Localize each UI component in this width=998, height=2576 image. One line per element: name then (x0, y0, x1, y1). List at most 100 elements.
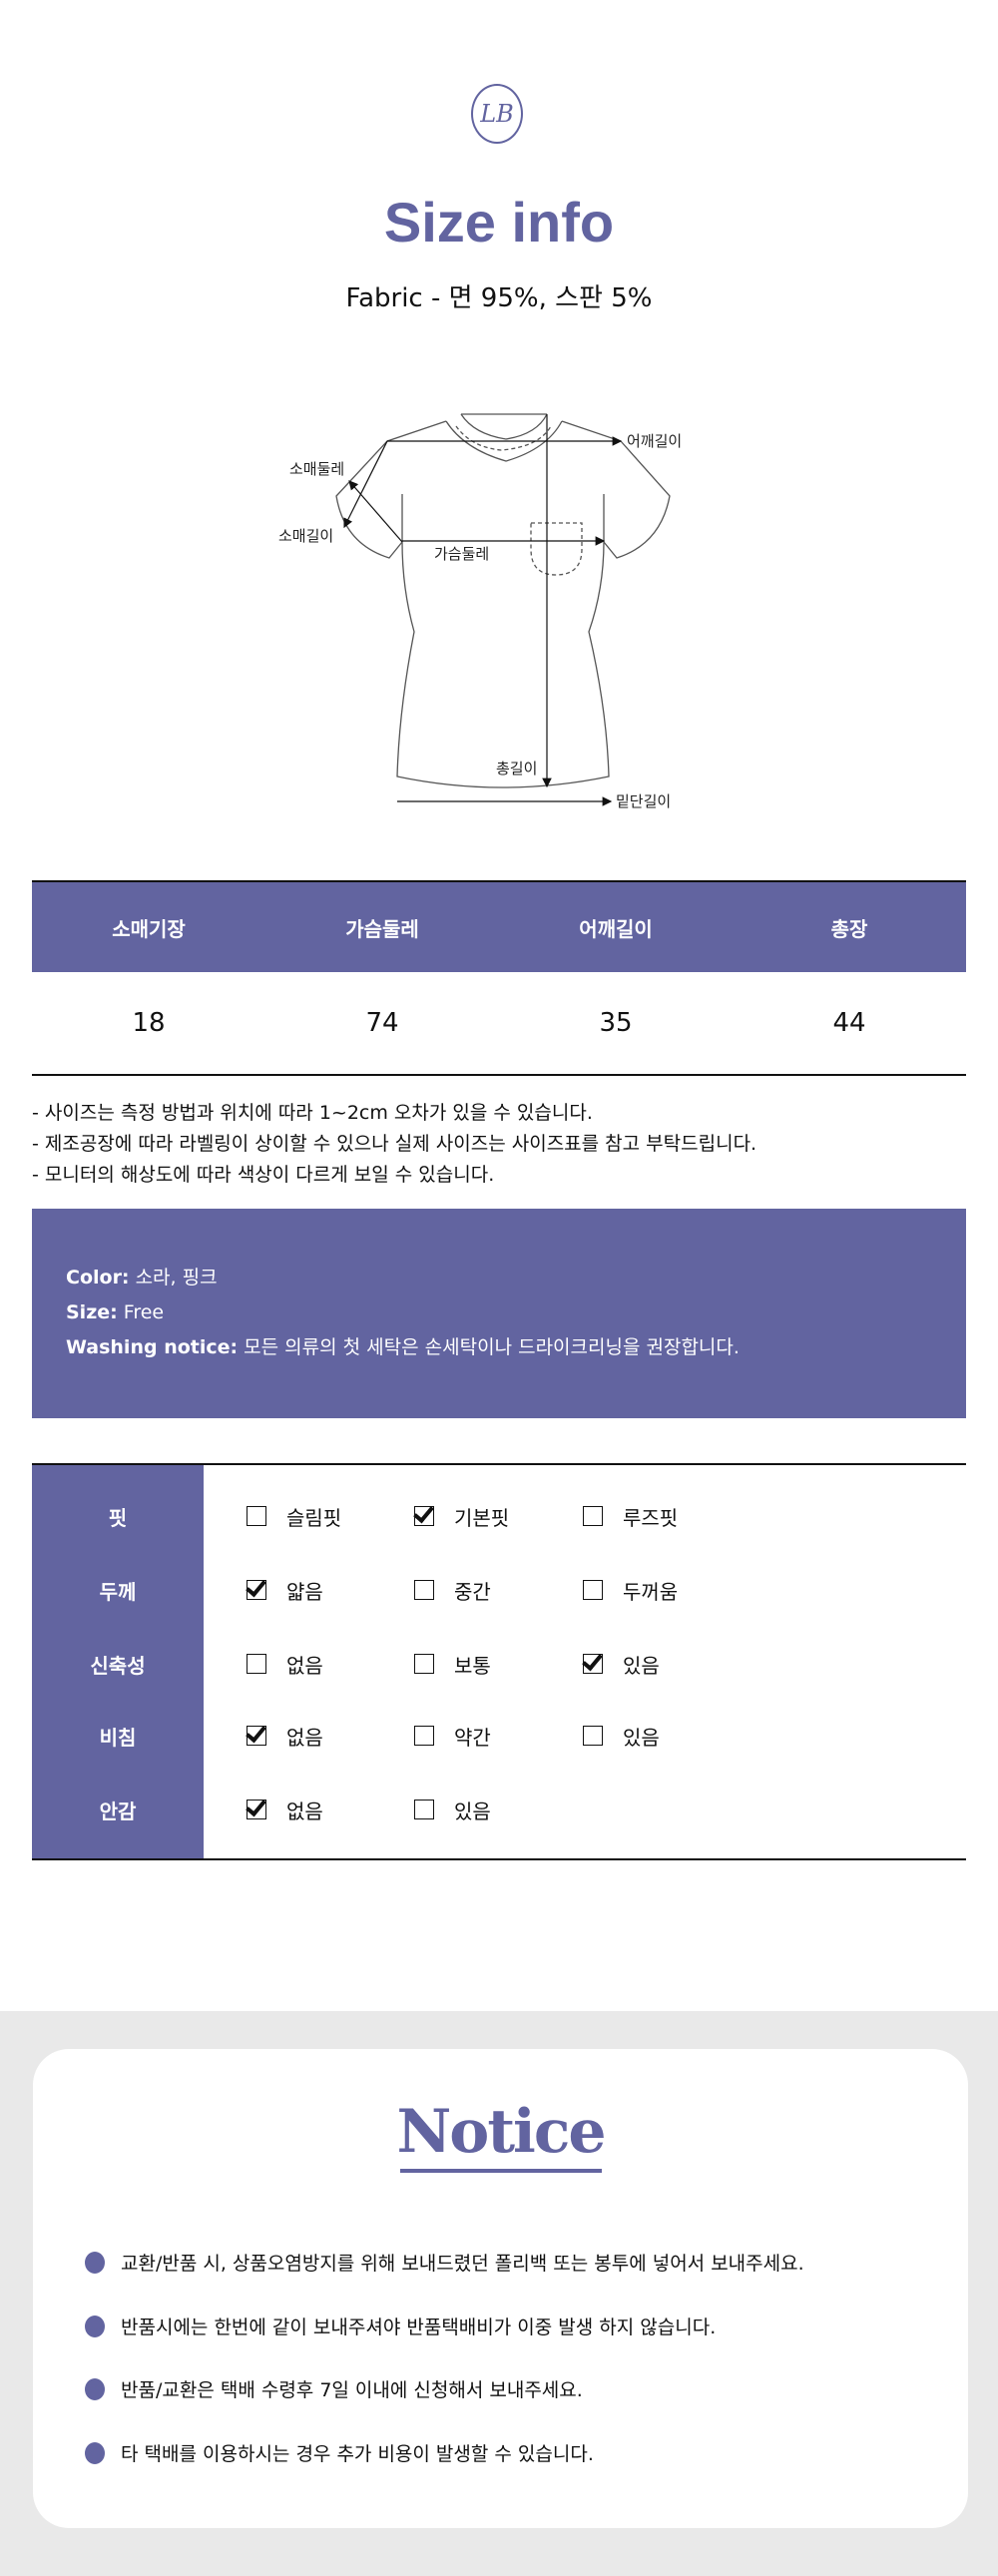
checkbox-icon[interactable] (583, 1580, 603, 1600)
checklist-row: 안감 없음 있음 (32, 1790, 966, 1829)
color-value: 소라, 핑크 (135, 1267, 218, 1288)
checkbox-icon[interactable] (583, 1506, 603, 1526)
bullet-icon (85, 2315, 105, 2337)
size-table-row: 18 74 35 44 (32, 972, 966, 1076)
checkbox-option[interactable]: 있음 (583, 1722, 660, 1751)
notice-underline (400, 2169, 602, 2173)
bullet-icon (85, 2251, 105, 2274)
notice-item: 반품/교환은 택배 수령후 7일 이내에 신청해서 보내주세요. (85, 2375, 583, 2402)
notice-card: Notice 교환/반품 시, 상품오염방지를 위해 보내드렸던 폴리백 또는 … (33, 2049, 968, 2528)
option-label: 얇음 (286, 1579, 323, 1604)
col-header: 소매기장 (112, 916, 186, 941)
option-label: 루즈핏 (623, 1505, 679, 1530)
checkbox-icon[interactable] (414, 1654, 434, 1674)
tshirt-size-diagram: 어깨길이 소매둘레 소매길이 가슴둘레 총길이 밑단길이 (278, 413, 682, 810)
option-label: 없음 (286, 1799, 323, 1823)
size-notes: - 사이즈는 측정 방법과 위치에 따라 1~2cm 오차가 있을 수 있습니다… (32, 1098, 756, 1191)
checkbox-icon[interactable] (583, 1726, 603, 1746)
checkbox-option[interactable]: 있음 (583, 1650, 660, 1679)
option-label: 없음 (286, 1653, 323, 1678)
option-label: 보통 (454, 1653, 491, 1678)
washing-value: 모든 의류의 첫 세탁은 손세탁이나 드라이크리닝을 권장합니다. (244, 1336, 740, 1358)
checkbox-checked-icon[interactable] (247, 1800, 266, 1819)
notice-item: 타 택배를 이용하시는 경우 추가 비용이 발생할 수 있습니다. (85, 2439, 594, 2466)
note: - 제조공장에 따라 라벨링이 상이할 수 있으나 실제 사이즈는 사이즈표를 … (32, 1133, 757, 1155)
checkbox-option[interactable]: 루즈핏 (583, 1502, 678, 1531)
label-sleeve-circ: 소매둘레 (289, 460, 344, 478)
brand-logo: LB (471, 84, 523, 144)
product-info-box: Color: 소라, 핑크 Size: Free Washing notice:… (32, 1209, 966, 1418)
cell: 35 (599, 1008, 633, 1038)
sleeve-circ-arrow (348, 480, 403, 543)
notice-text: 반품시에는 한번에 같이 보내주셔야 반품택배비가 이중 발생 하지 않습니다. (121, 2317, 717, 2338)
notice-text: 타 택배를 이용하시는 경우 추가 비용이 발생할 수 있습니다. (121, 2443, 594, 2465)
option-label: 있음 (454, 1799, 491, 1823)
col-header: 가슴둘레 (345, 916, 419, 941)
row-label: 두께 (99, 1579, 137, 1604)
row-label: 비침 (99, 1725, 137, 1750)
checkbox-option[interactable]: 없음 (247, 1722, 323, 1751)
option-label: 있음 (623, 1653, 660, 1678)
checkbox-option[interactable]: 없음 (247, 1650, 323, 1679)
checkbox-option[interactable]: 얇음 (247, 1576, 323, 1605)
note: - 사이즈는 측정 방법과 위치에 따라 1~2cm 오차가 있을 수 있습니다… (32, 1102, 593, 1124)
washing-label: Washing notice: (66, 1336, 239, 1358)
checkbox-icon[interactable] (247, 1654, 266, 1674)
label-sleeve-length: 소매길이 (278, 527, 333, 545)
checklist-row: 두께 얇음 중간 두꺼움 (32, 1570, 966, 1610)
option-label: 없음 (286, 1725, 323, 1750)
col-header: 총장 (830, 916, 868, 941)
option-label: 중간 (454, 1579, 491, 1604)
bullet-icon (85, 2441, 105, 2464)
checkbox-checked-icon[interactable] (583, 1654, 603, 1674)
sleeve-length-arrow (343, 440, 388, 529)
label-chest: 가슴둘레 (434, 545, 489, 563)
option-label: 기본핏 (454, 1505, 510, 1530)
attribute-checklist: 핏 슬림핏 기본핏 루즈핏 두께 얇음 중간 두꺼움 신축성 없음 보통 있음 비침 없음 약간 있음 안감 없음… (32, 1463, 966, 1860)
checkbox-icon[interactable] (414, 1580, 434, 1600)
label-total: 총길이 (496, 760, 537, 777)
notice-item: 교환/반품 시, 상품오염방지를 위해 보내드렸던 폴리백 또는 봉투에 넣어서… (85, 2249, 804, 2276)
checkbox-icon[interactable] (414, 1800, 434, 1819)
cell: 44 (832, 1008, 866, 1038)
size-label: Size: (66, 1301, 118, 1323)
notice-title: Notice (396, 2097, 606, 2167)
checkbox-checked-icon[interactable] (247, 1726, 266, 1746)
notice-item: 반품시에는 한번에 같이 보내주셔야 반품택배비가 이중 발생 하지 않습니다. (85, 2313, 716, 2339)
option-label: 두꺼움 (623, 1579, 679, 1604)
checkbox-option[interactable]: 두꺼움 (583, 1576, 678, 1605)
row-label: 안감 (99, 1799, 137, 1823)
checkbox-checked-icon[interactable] (247, 1580, 266, 1600)
checkbox-option[interactable]: 있음 (414, 1796, 491, 1824)
size-table-header: 소매기장 가슴둘레 어깨길이 총장 (32, 880, 966, 972)
logo-text: LB (480, 100, 514, 128)
checkbox-option[interactable]: 중간 (414, 1576, 491, 1605)
notice-text: 반품/교환은 택배 수령후 7일 이내에 신청해서 보내주세요. (121, 2379, 583, 2401)
checkbox-option[interactable]: 슬림핏 (247, 1502, 341, 1531)
row-label: 핏 (108, 1505, 128, 1530)
checkbox-option[interactable]: 기본핏 (414, 1502, 509, 1531)
size-value: Free (123, 1301, 165, 1323)
checkbox-icon[interactable] (247, 1506, 266, 1526)
checkbox-option[interactable]: 없음 (247, 1796, 323, 1824)
checkbox-option[interactable]: 약간 (414, 1722, 491, 1751)
checklist-row: 신축성 없음 보통 있음 (32, 1644, 966, 1684)
checklist-row: 비침 없음 약간 있음 (32, 1716, 966, 1756)
note: - 모니터의 해상도에 따라 색상이 다르게 보일 수 있습니다. (32, 1164, 495, 1186)
fabric-composition: Fabric - 면 95%, 스판 5% (345, 283, 653, 313)
color-label: Color: (66, 1267, 130, 1288)
checkbox-icon[interactable] (414, 1726, 434, 1746)
option-label: 있음 (623, 1725, 660, 1750)
label-hem: 밑단길이 (616, 792, 671, 810)
option-label: 약간 (454, 1725, 491, 1750)
checkbox-checked-icon[interactable] (414, 1506, 434, 1526)
checkbox-option[interactable]: 보통 (414, 1650, 491, 1679)
bullet-icon (85, 2377, 105, 2400)
row-label: 신축성 (90, 1653, 146, 1678)
option-label: 슬림핏 (286, 1505, 342, 1530)
notice-text: 교환/반품 시, 상품오염방지를 위해 보내드렸던 폴리백 또는 봉투에 넣어서… (121, 2253, 804, 2275)
cell: 74 (365, 1008, 399, 1038)
label-shoulder: 어깨길이 (627, 432, 682, 450)
page-title: Size info (383, 191, 615, 254)
checklist-row: 핏 슬림핏 기본핏 루즈핏 (32, 1496, 966, 1536)
